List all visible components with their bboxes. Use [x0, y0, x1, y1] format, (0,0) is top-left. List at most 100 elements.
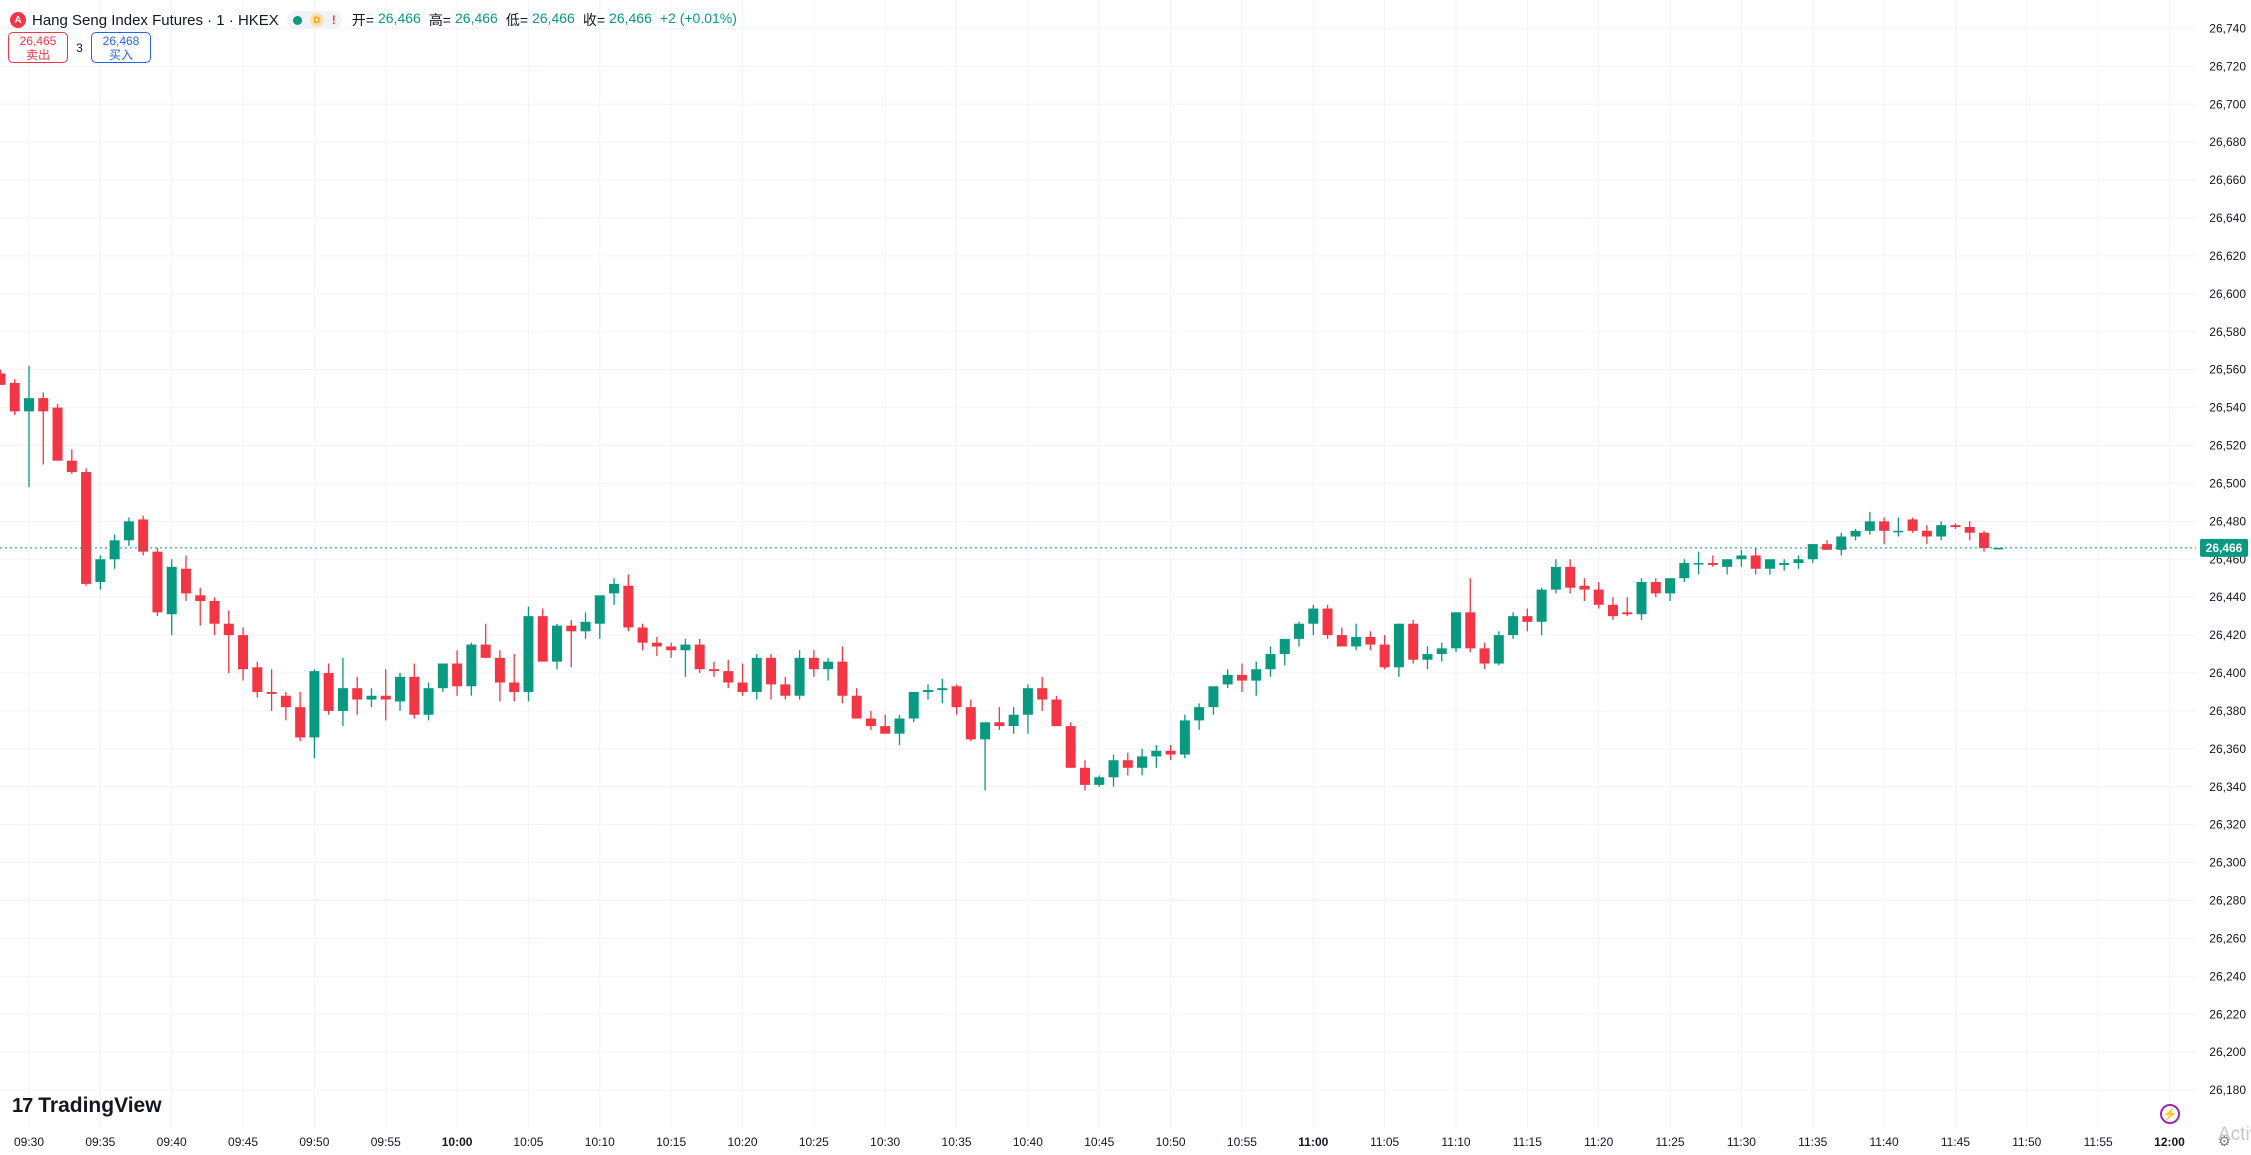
y-tick-label: 26,580	[2209, 325, 2246, 339]
low-value: 26,466	[532, 10, 575, 26]
candle-body	[195, 595, 206, 601]
y-tick-label: 26,540	[2209, 401, 2246, 415]
candle	[1065, 722, 1076, 768]
candle	[1779, 559, 1790, 571]
candle	[1893, 517, 1904, 537]
candle	[337, 657, 348, 727]
candle-body	[780, 684, 791, 696]
candle-body	[1079, 767, 1090, 785]
candle	[295, 691, 306, 742]
symbol-legend: A Hang Seng Index Futures · 1 · HKEX D !…	[10, 8, 741, 32]
x-tick-label: 11:35	[1798, 1135, 1827, 1149]
candle	[395, 673, 406, 711]
candle-body	[637, 627, 648, 643]
candle	[580, 612, 591, 639]
candle	[1236, 663, 1247, 692]
sell-button[interactable]: 26,465 卖出	[8, 32, 68, 63]
candle	[1936, 521, 1947, 541]
candle-body	[1251, 669, 1262, 681]
candle	[851, 688, 862, 719]
candle-body	[509, 682, 520, 692]
candle-body	[323, 673, 334, 711]
candle-body	[0, 373, 6, 385]
candle	[1137, 748, 1148, 776]
lightning-icon[interactable]: ⚡	[2160, 1104, 2180, 1124]
candle-body	[309, 671, 320, 738]
candle	[1379, 635, 1390, 670]
y-tick-label: 26,560	[2209, 363, 2246, 377]
x-tick-label: 11:05	[1370, 1135, 1399, 1149]
candle	[1451, 612, 1461, 653]
y-tick-label: 26,360	[2209, 742, 2246, 756]
x-tick-label: 11:10	[1441, 1135, 1470, 1149]
candle-body	[708, 669, 719, 672]
candle-body	[1465, 612, 1476, 649]
candle	[38, 392, 49, 465]
candle-body	[1907, 519, 1918, 531]
candle	[266, 669, 277, 711]
candle	[1222, 669, 1233, 689]
candle	[309, 669, 320, 759]
y-tick-label: 26,180	[2209, 1083, 2246, 1097]
candle	[423, 682, 434, 721]
candle	[723, 659, 734, 689]
candle	[637, 623, 648, 651]
candle-body	[1094, 777, 1105, 785]
candle	[1294, 621, 1305, 647]
candle-body	[994, 722, 1005, 727]
time-axis[interactable]: 09:30 09:35 09:40 09:45 09:50 09:55 10:00 10:05…	[14, 1135, 2185, 1149]
buy-price: 26,468	[102, 33, 140, 48]
candle-body	[751, 657, 762, 692]
candle	[965, 699, 976, 742]
candle	[1693, 551, 1704, 575]
gear-icon[interactable]: ⚙	[2218, 1133, 2231, 1149]
candle	[437, 663, 448, 692]
candle	[195, 587, 206, 626]
candle-body	[223, 623, 234, 636]
buy-button[interactable]: 26,468 买入	[91, 32, 151, 63]
candle	[1793, 555, 1804, 569]
candle	[280, 691, 291, 721]
market-status[interactable]: D !	[286, 11, 342, 29]
candle	[366, 688, 377, 708]
delayed-data-badge[interactable]: D	[309, 13, 324, 27]
symbol-title[interactable]: Hang Seng Index Futures · 1 · HKEX	[32, 11, 279, 29]
tradingview-logo[interactable]: 17 TradingView	[12, 1094, 162, 1118]
candle	[238, 627, 249, 681]
candle-body	[1422, 654, 1433, 660]
price-axis[interactable]: 26,180 26,200 26,220 26,240 26,260 26,280 26,3…	[2209, 21, 2246, 1097]
candle	[1764, 559, 1775, 575]
candle-body	[466, 644, 477, 687]
candle	[1194, 703, 1205, 730]
candle-body	[1550, 566, 1561, 590]
y-tick-label: 26,420	[2209, 628, 2246, 642]
candle-body	[1607, 604, 1618, 617]
candle	[523, 606, 534, 702]
y-tick-label: 26,220	[2209, 1007, 2246, 1021]
x-tick-label: 11:20	[1584, 1135, 1613, 1149]
candle	[380, 669, 391, 721]
candle-body	[580, 621, 591, 632]
warning-icon[interactable]: !	[331, 13, 336, 27]
candle	[766, 654, 777, 700]
candle-body	[694, 644, 705, 670]
candle	[1822, 540, 1833, 550]
x-tick-label: 11:00	[1298, 1135, 1328, 1149]
candle-body	[1864, 521, 1875, 531]
candle-body	[480, 644, 491, 658]
candle	[1251, 661, 1262, 696]
candle-body	[266, 691, 277, 694]
candle-body	[1365, 636, 1376, 645]
grid	[0, 0, 2196, 1128]
candle-body	[152, 551, 163, 613]
x-tick-label: 10:15	[656, 1135, 686, 1149]
candle	[994, 707, 1005, 730]
candle-body	[1108, 760, 1119, 778]
candle	[594, 595, 605, 639]
candle-body	[66, 460, 77, 473]
x-tick-label: 10:55	[1227, 1135, 1257, 1149]
close-label: 收=	[582, 12, 606, 28]
candle-body	[1236, 674, 1247, 681]
y-tick-label: 26,340	[2209, 780, 2246, 794]
